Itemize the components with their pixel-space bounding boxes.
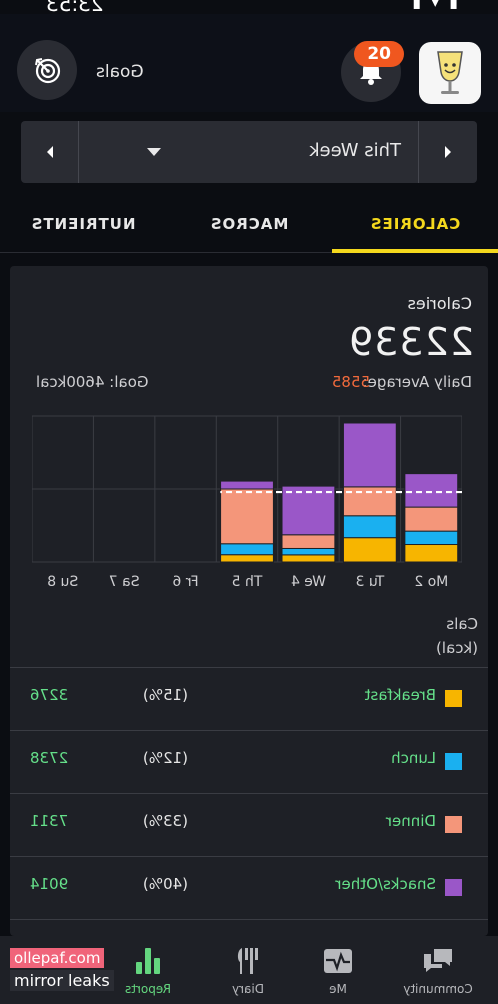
row-percent: (15%)	[142, 686, 188, 704]
nav-diary[interactable]: Diary	[198, 936, 298, 1004]
wine-glass-icon	[437, 51, 463, 94]
target-icon	[35, 58, 61, 84]
nav-me[interactable]: Me	[288, 936, 388, 1004]
status-bar: 23:53 ▮▾▮	[0, 0, 498, 16]
avatar[interactable]	[419, 42, 481, 104]
row-value: 3276	[30, 686, 69, 704]
diary-icon	[237, 948, 258, 974]
row-label: Breakfast	[364, 686, 436, 704]
row-value: 2738	[30, 749, 69, 767]
notification-count-badge: 20	[354, 41, 404, 67]
table-header: Cals (kcal)	[436, 615, 478, 657]
legend-swatch	[445, 816, 462, 833]
bar-segment[interactable]	[220, 543, 274, 556]
watermark: ollepaf.com mirror leaks	[10, 948, 114, 991]
daily-average-label: Daily Average:	[362, 373, 472, 391]
bar-segment[interactable]	[220, 488, 274, 545]
reports-icon	[136, 948, 160, 974]
tab-bar: CALORIES MACROS NUTRIENTS	[0, 196, 498, 253]
row-percent: (33%)	[142, 812, 188, 830]
nav-label: Community	[403, 982, 473, 996]
bar-segment[interactable]	[404, 473, 459, 508]
bar-segment[interactable]	[404, 530, 459, 546]
table-row[interactable]: Snacks/Other (40%) 9014	[10, 856, 488, 919]
bar-segment[interactable]	[342, 422, 397, 488]
bar-segment[interactable]	[281, 554, 336, 563]
bar-segment[interactable]	[281, 547, 336, 556]
chevron-right-icon	[47, 146, 53, 158]
x-tick-label: Mo 2	[414, 574, 448, 590]
nav-label: Me	[329, 982, 347, 996]
bar-segment[interactable]	[281, 485, 336, 536]
chevron-left-icon	[445, 146, 451, 158]
row-value: 9014	[30, 875, 69, 893]
week-selector[interactable]: This Week	[21, 121, 477, 183]
legend-swatch	[445, 753, 462, 770]
row-percent: (12%)	[142, 749, 188, 767]
bar-segment[interactable]	[342, 515, 397, 539]
goal-text: Goal: 4600kcal	[36, 373, 149, 391]
nav-label: Reports	[124, 982, 172, 996]
nav-reports[interactable]: Reports	[98, 936, 198, 1004]
row-value: 7311	[30, 812, 69, 830]
community-icon	[424, 949, 452, 972]
row-percent: (40%)	[142, 875, 188, 893]
x-tick-label: Tu 3	[356, 574, 386, 590]
legend-swatch	[445, 690, 462, 707]
nav-label: Diary	[232, 982, 264, 996]
active-tab-indicator	[332, 249, 498, 253]
bar-segment[interactable]	[404, 544, 459, 563]
x-tick-label: Su 8	[47, 574, 78, 590]
bar-segment[interactable]	[220, 554, 274, 563]
table-row[interactable]: Lunch (12%) 2738	[10, 730, 488, 793]
week-label: This Week	[309, 140, 401, 161]
tab-calories[interactable]: CALORIES	[369, 215, 461, 233]
status-icons: ▮▾▮	[402, 0, 458, 11]
daily-average-value: 5585	[331, 373, 370, 391]
nav-community[interactable]: Community	[388, 936, 488, 1004]
card-title: Calories	[407, 294, 472, 313]
tab-nutrients[interactable]: NUTRIENTS	[30, 215, 136, 233]
me-icon	[324, 949, 352, 973]
calories-total: 22339	[348, 320, 474, 364]
calories-chart: Mo 2 Tu 3 We 4 Th 5 Fr 6 Sa 7 Su 8	[32, 415, 462, 590]
watermark-line2: mirror leaks	[10, 970, 114, 991]
previous-week-button[interactable]	[419, 121, 477, 183]
x-tick-label: Th 5	[232, 574, 264, 590]
goals-button[interactable]	[17, 40, 77, 100]
bar-segment[interactable]	[404, 506, 459, 532]
table-row[interactable]: Dinner (33%) 7311	[10, 793, 488, 856]
row-label: Dinner	[385, 812, 436, 830]
bottom-nav: Community Me Diary R	[0, 936, 498, 1004]
table-row[interactable]: Breakfast (15%) 3276	[10, 667, 488, 730]
bar-segment[interactable]	[342, 537, 397, 563]
bar-segment[interactable]	[281, 534, 336, 549]
divider	[418, 121, 419, 183]
watermark-line1: ollepaf.com	[10, 948, 105, 968]
legend-swatch	[445, 879, 462, 896]
goals-label: Goals	[96, 62, 144, 82]
next-week-button[interactable]	[21, 121, 79, 183]
row-label: Snacks/Other	[335, 875, 436, 893]
x-tick-label: Sa 7	[109, 574, 140, 590]
tab-macros[interactable]: MACROS	[209, 215, 289, 233]
bar-segment[interactable]	[220, 480, 274, 490]
chevron-down-icon[interactable]	[147, 148, 161, 156]
divider	[10, 919, 488, 920]
row-label: Lunch	[391, 749, 436, 767]
x-tick-label: We 4	[291, 574, 326, 590]
x-tick-label: Fr 6	[172, 574, 198, 590]
